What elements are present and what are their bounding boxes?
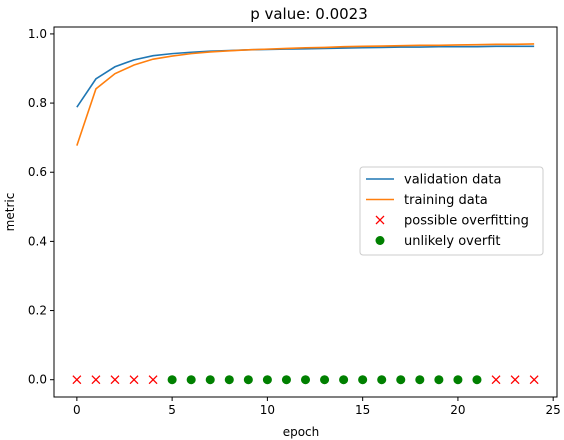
legend: validation data training data possible ove… xyxy=(359,166,544,256)
series-line-1 xyxy=(76,43,535,146)
y-tick-label: 0.8 xyxy=(28,96,47,110)
no-overfit-marker xyxy=(472,375,482,385)
no-overfit-marker xyxy=(281,375,291,385)
x-tick-label: 5 xyxy=(168,403,176,417)
series-line-0 xyxy=(76,45,535,108)
plot-area xyxy=(72,43,539,385)
overfit-marker xyxy=(72,375,82,385)
no-overfit-marker xyxy=(243,375,253,385)
no-overfit-marker xyxy=(339,375,349,385)
overfit-marker xyxy=(110,375,120,385)
chart-title: p value: 0.0023 xyxy=(250,5,368,23)
no-overfit-marker xyxy=(377,375,387,385)
no-overfit-marker xyxy=(262,375,272,385)
no-overfit-marker xyxy=(358,375,368,385)
overfit-marker xyxy=(491,375,501,385)
legend-box xyxy=(359,166,544,256)
no-overfit-marker xyxy=(434,375,444,385)
no-overfit-marker xyxy=(167,375,177,385)
legend-dot-swatch xyxy=(375,236,385,245)
x-tick-label: 20 xyxy=(450,403,465,417)
legend-label: validation data xyxy=(404,173,501,188)
overfit-marker xyxy=(510,375,520,385)
legend-x-swatch xyxy=(375,215,385,225)
no-overfit-marker xyxy=(453,375,463,385)
axes-frame xyxy=(53,26,558,398)
x-tick-label: 0 xyxy=(73,403,81,417)
legend-label: unlikely overfit xyxy=(404,234,500,249)
no-overfit-marker xyxy=(396,375,406,385)
no-overfit-marker xyxy=(301,375,310,385)
no-overfit-marker xyxy=(224,375,234,385)
overfit-marker xyxy=(148,375,158,385)
x-tick-label: 10 xyxy=(260,403,275,417)
overfit-marker xyxy=(129,375,139,385)
no-overfit-marker xyxy=(320,375,330,385)
legend-label: possible overfitting xyxy=(404,214,529,229)
y-tick-label: 0.0 xyxy=(28,373,47,387)
no-overfit-marker xyxy=(415,375,425,385)
y-tick-label: 0.6 xyxy=(28,165,47,179)
no-overfit-marker xyxy=(186,375,196,385)
x-tick-label: 25 xyxy=(546,403,561,417)
x-tick-label: 15 xyxy=(355,403,370,417)
no-overfit-marker xyxy=(205,375,215,385)
y-axis-label: metric xyxy=(3,193,17,232)
overfit-marker xyxy=(529,375,539,385)
overfit-marker xyxy=(91,375,101,385)
legend-label: training data xyxy=(404,193,488,208)
y-tick-label: 1.0 xyxy=(28,27,47,41)
axes: 0 5 10 15 20 25 0.0 0.2 0.4 0.6 0.8 1.0 xyxy=(28,26,561,417)
y-tick-label: 0.4 xyxy=(28,234,47,248)
y-tick-label: 0.2 xyxy=(28,304,47,318)
x-axis-label: epoch xyxy=(283,425,320,439)
